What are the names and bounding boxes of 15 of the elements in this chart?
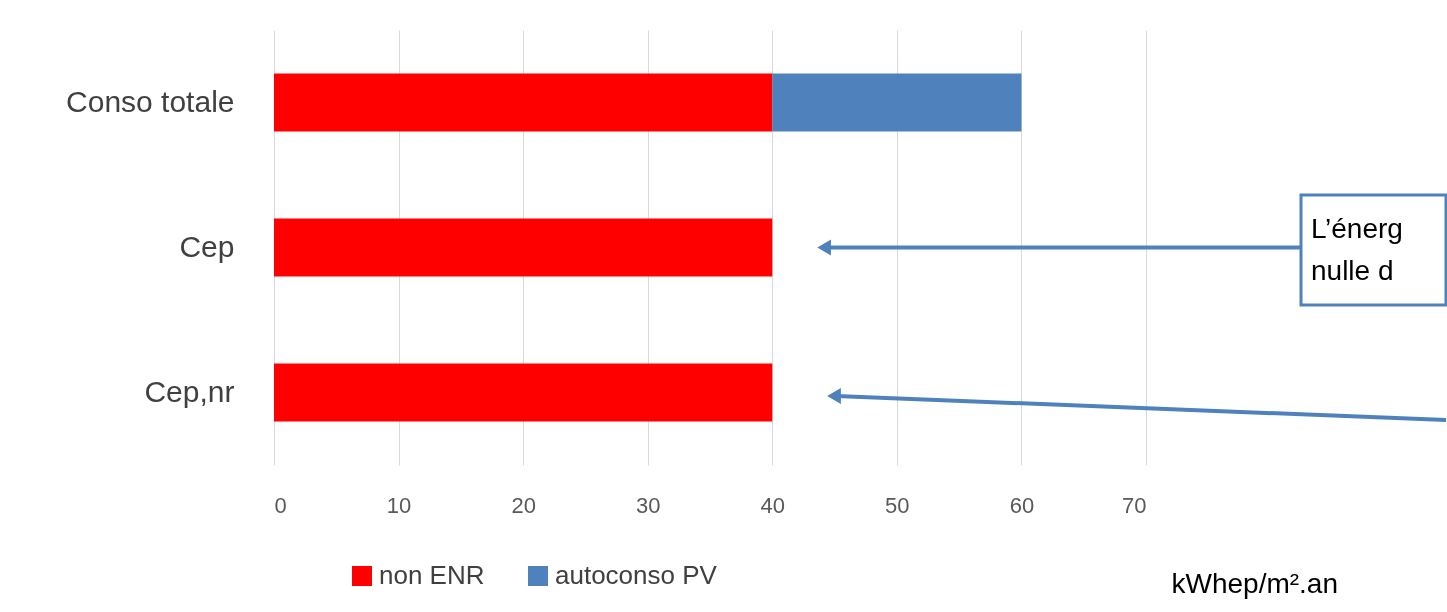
x-tick-label: 10: [386, 492, 412, 518]
legend-label: autoconso PV: [555, 560, 718, 590]
annotation: L’énerg nulle d: [1311, 213, 1403, 286]
legend-label: non ENR: [379, 560, 485, 590]
x-tick-label: 0: [274, 492, 287, 518]
x-tick-label: 60: [1009, 492, 1035, 518]
y-tick-label: Cep: [179, 229, 235, 263]
y-tick-label: Cep,nr: [144, 374, 235, 408]
x-tick-label: 50: [885, 492, 910, 518]
x-tick-label: 40: [760, 492, 786, 518]
x-tick-label: 70: [1122, 492, 1147, 518]
x-tick-label: 30: [635, 492, 661, 518]
x-tick-label: 20: [511, 492, 536, 518]
y-tick-label: Conso totale: [66, 84, 235, 118]
x-axis-title: kWhep/m².an: [1171, 567, 1338, 599]
